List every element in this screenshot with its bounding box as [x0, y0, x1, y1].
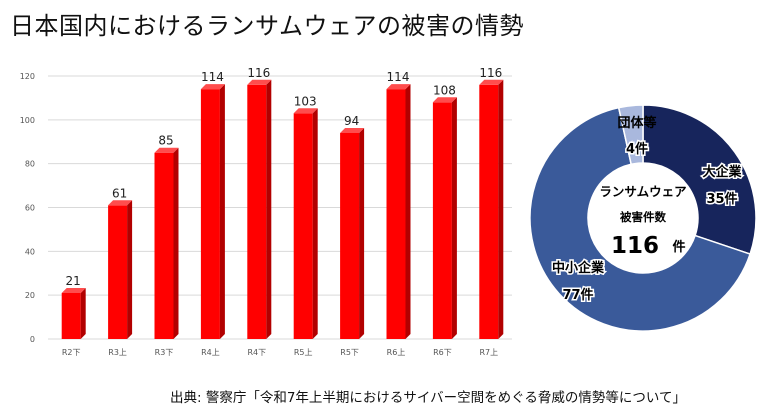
x-tick-label: R3下: [155, 348, 174, 357]
x-tick-label: R4上: [201, 348, 220, 357]
bar-top: [154, 147, 179, 153]
bar: [386, 89, 406, 340]
bar-side: [312, 108, 318, 339]
y-tick-label: 120: [20, 72, 35, 81]
y-tick-label: 60: [25, 204, 35, 213]
y-tick-label: 40: [25, 247, 35, 256]
bar-side: [498, 79, 504, 340]
bar-top: [340, 127, 365, 133]
bar-side: [173, 147, 179, 339]
bar-side: [127, 200, 133, 339]
bar-side: [359, 127, 365, 339]
bar: [479, 84, 499, 340]
bar-side: [405, 84, 411, 340]
x-tick-label: R7上: [479, 348, 498, 357]
bar-data-label: 61: [112, 186, 127, 200]
y-tick-label: 20: [25, 291, 35, 300]
donut-center-unit: 件: [672, 239, 685, 255]
slice-label: 大企業: [702, 164, 742, 180]
slice-value-label: 4件: [626, 141, 648, 157]
donut-center-subtitle: 被害件数: [620, 210, 666, 224]
bar: [432, 102, 452, 339]
bar-data-label: 114: [201, 70, 224, 84]
bar-data-label: 114: [387, 70, 410, 84]
y-tick-label: 80: [25, 160, 35, 169]
x-tick-label: R6下: [433, 348, 452, 357]
donut-slice: [529, 106, 752, 332]
x-tick-label: R2下: [62, 348, 81, 357]
donut-center-total: 116: [611, 233, 659, 259]
bar: [200, 89, 220, 340]
bar-top: [200, 84, 225, 90]
bar-data-label: 94: [344, 114, 359, 128]
bar-top: [61, 287, 86, 293]
bar-side: [451, 97, 457, 339]
bar-top: [386, 84, 411, 90]
bar-data-label: 108: [433, 83, 456, 97]
x-tick-label: R5下: [340, 348, 359, 357]
bar: [247, 84, 267, 340]
bar-side: [80, 287, 86, 339]
bar-top: [293, 108, 318, 114]
donut-slice: [642, 104, 757, 256]
bar: [340, 132, 360, 339]
bar-data-label: 21: [66, 274, 81, 288]
y-tick-label: 0: [30, 335, 35, 344]
bar-data-label: 116: [479, 66, 502, 80]
bar-top: [247, 79, 272, 85]
y-tick-label: 100: [20, 116, 35, 125]
slice-label: 団体等: [617, 115, 656, 131]
x-tick-label: R4下: [247, 348, 266, 357]
bar: [154, 152, 174, 339]
x-tick-label: R6上: [387, 348, 406, 357]
bar-top: [479, 79, 504, 85]
source-note: 出典: 警察庁「令和7年上半期におけるサイバー空間をめぐる脅威の情勢等について」: [170, 390, 686, 406]
x-tick-label: R3上: [108, 348, 127, 357]
slice-label: 中小企業: [552, 260, 605, 276]
x-tick-label: R5上: [294, 348, 313, 357]
slice-value-label: 35件: [706, 191, 737, 207]
page-title: 日本国内におけるランサムウェアの被害の情勢: [10, 12, 525, 40]
bar: [293, 113, 313, 339]
donut-slice: [617, 104, 644, 166]
bar-top: [432, 97, 457, 103]
bar-top: [108, 200, 133, 206]
slice-value-label: 77件: [562, 287, 593, 303]
bar-side: [266, 79, 272, 340]
bar: [108, 205, 128, 339]
bar-data-label: 116: [247, 66, 270, 80]
donut-center-title: ランサムウェア: [599, 184, 686, 199]
bar: [61, 292, 81, 339]
bar-data-label: 85: [158, 134, 173, 148]
bar-side: [219, 84, 225, 340]
bar-data-label: 103: [294, 94, 317, 108]
